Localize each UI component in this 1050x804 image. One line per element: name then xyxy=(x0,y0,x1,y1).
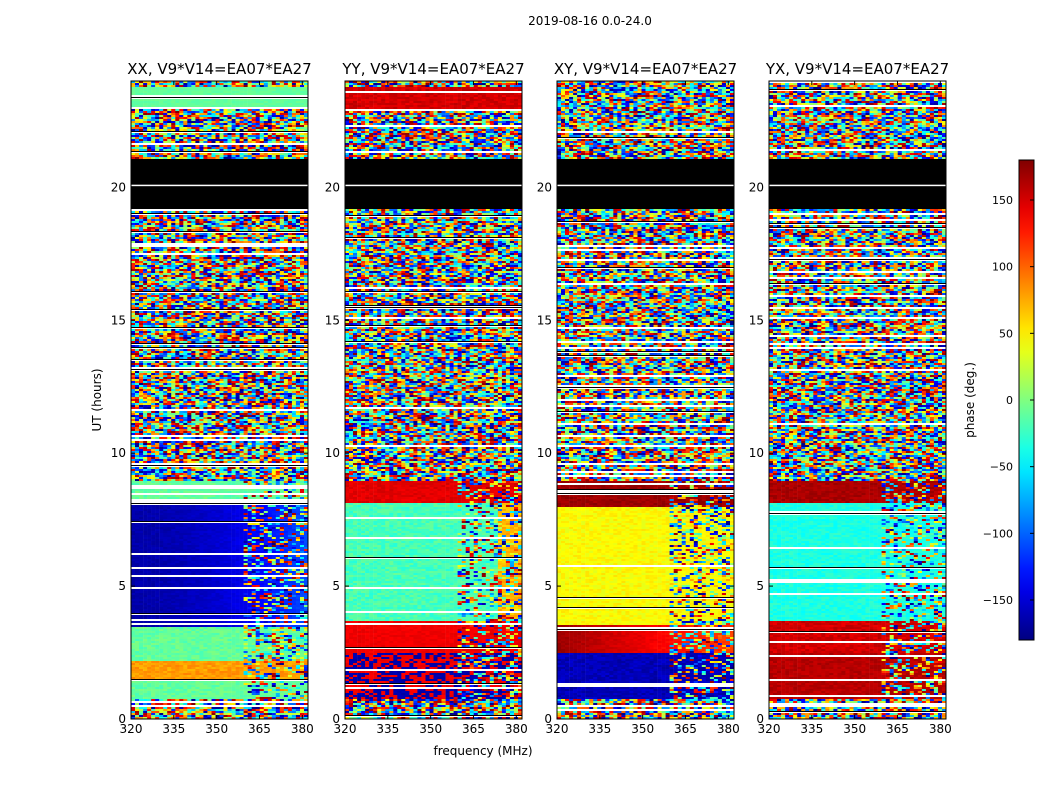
panel-3-raster xyxy=(557,81,734,719)
panel-2-x-tick-label: 350 xyxy=(419,722,442,736)
panel-1-y-tick-label: 0 xyxy=(118,712,126,726)
panel-3-y-tick-label: 0 xyxy=(544,712,552,726)
x-axis-label: frequency (MHz) xyxy=(433,744,532,758)
colorbar-tick-label: 100 xyxy=(992,261,1013,274)
panel-3-x-tick-label: 365 xyxy=(674,722,697,736)
colorbar-tick-label: 150 xyxy=(992,194,1013,207)
panel-2-y-tick-label: 15 xyxy=(325,313,340,327)
colorbar-tick-label: 50 xyxy=(999,327,1013,340)
y-axis-label: UT (hours) xyxy=(90,368,104,431)
panel-2-x-tick-label: 365 xyxy=(462,722,485,736)
panel-4-y-tick-label: 20 xyxy=(749,180,764,194)
panel-1-x-tick-label: 335 xyxy=(162,722,185,736)
panel-3-x-tick-label: 350 xyxy=(631,722,654,736)
panel-4-raster xyxy=(769,81,946,719)
panel-1-y-tick-label: 15 xyxy=(111,313,126,327)
panel-3-y-tick-label: 20 xyxy=(537,180,552,194)
panel-4-x-tick-label: 350 xyxy=(843,722,866,736)
panel-1-raster xyxy=(131,81,308,719)
panel-4-y-tick-label: 0 xyxy=(756,712,764,726)
panel-1-y-tick-label: 5 xyxy=(118,579,126,593)
panel-3-x-tick-label: 335 xyxy=(588,722,611,736)
panel-1-y-tick-label: 20 xyxy=(111,180,126,194)
colorbar-tick-label: −50 xyxy=(990,461,1013,474)
panel-4-y-tick-label: 5 xyxy=(756,579,764,593)
panel-4-y-tick-label: 15 xyxy=(749,313,764,327)
panel-3-y-tick-label: 15 xyxy=(537,313,552,327)
panel-1-x-tick-label: 380 xyxy=(291,722,314,736)
panel-1-title: XX, V9*V14=EA07*EA27 xyxy=(127,60,311,78)
colorbar-tick-label: −100 xyxy=(983,527,1013,540)
panel-1-x-tick-label: 350 xyxy=(205,722,228,736)
panel-4-title: YX, V9*V14=EA07*EA27 xyxy=(765,60,949,78)
panel-4-x-tick-label: 380 xyxy=(929,722,952,736)
panel-2-y-tick-label: 0 xyxy=(332,712,340,726)
panel-1-x-tick-label: 365 xyxy=(248,722,271,736)
panel-2-title: YY, V9*V14=EA07*EA27 xyxy=(341,60,524,78)
panel-2-raster xyxy=(345,81,522,719)
panel-2-y-tick-label: 10 xyxy=(325,446,340,460)
colorbar-tick-label: 0 xyxy=(1006,394,1013,407)
panel-2-y-tick-label: 5 xyxy=(332,579,340,593)
panel-2-y-tick-label: 20 xyxy=(325,180,340,194)
colorbar: −150 −100 −50 0 50 100 150 phase (deg.) xyxy=(963,160,1034,640)
panel-3-y-tick-label: 10 xyxy=(537,446,552,460)
panel-3-title: XY, V9*V14=EA07*EA27 xyxy=(554,60,737,78)
colorbar-label: phase (deg.) xyxy=(963,362,977,438)
panel-1-y-tick-label: 10 xyxy=(111,446,126,460)
panel-4-x-tick-label: 335 xyxy=(800,722,823,736)
panel-2-x-tick-label: 380 xyxy=(505,722,528,736)
panel-2-x-tick-label: 335 xyxy=(376,722,399,736)
colorbar-tick-label: −150 xyxy=(983,594,1013,607)
panel-4-x-tick-label: 365 xyxy=(886,722,909,736)
panel-4-y-tick-label: 10 xyxy=(749,446,764,460)
figure-title: 2019-08-16 0.0-24.0 xyxy=(0,14,1050,28)
panel-3-x-tick-label: 380 xyxy=(717,722,740,736)
panel-3-y-tick-label: 5 xyxy=(544,579,552,593)
